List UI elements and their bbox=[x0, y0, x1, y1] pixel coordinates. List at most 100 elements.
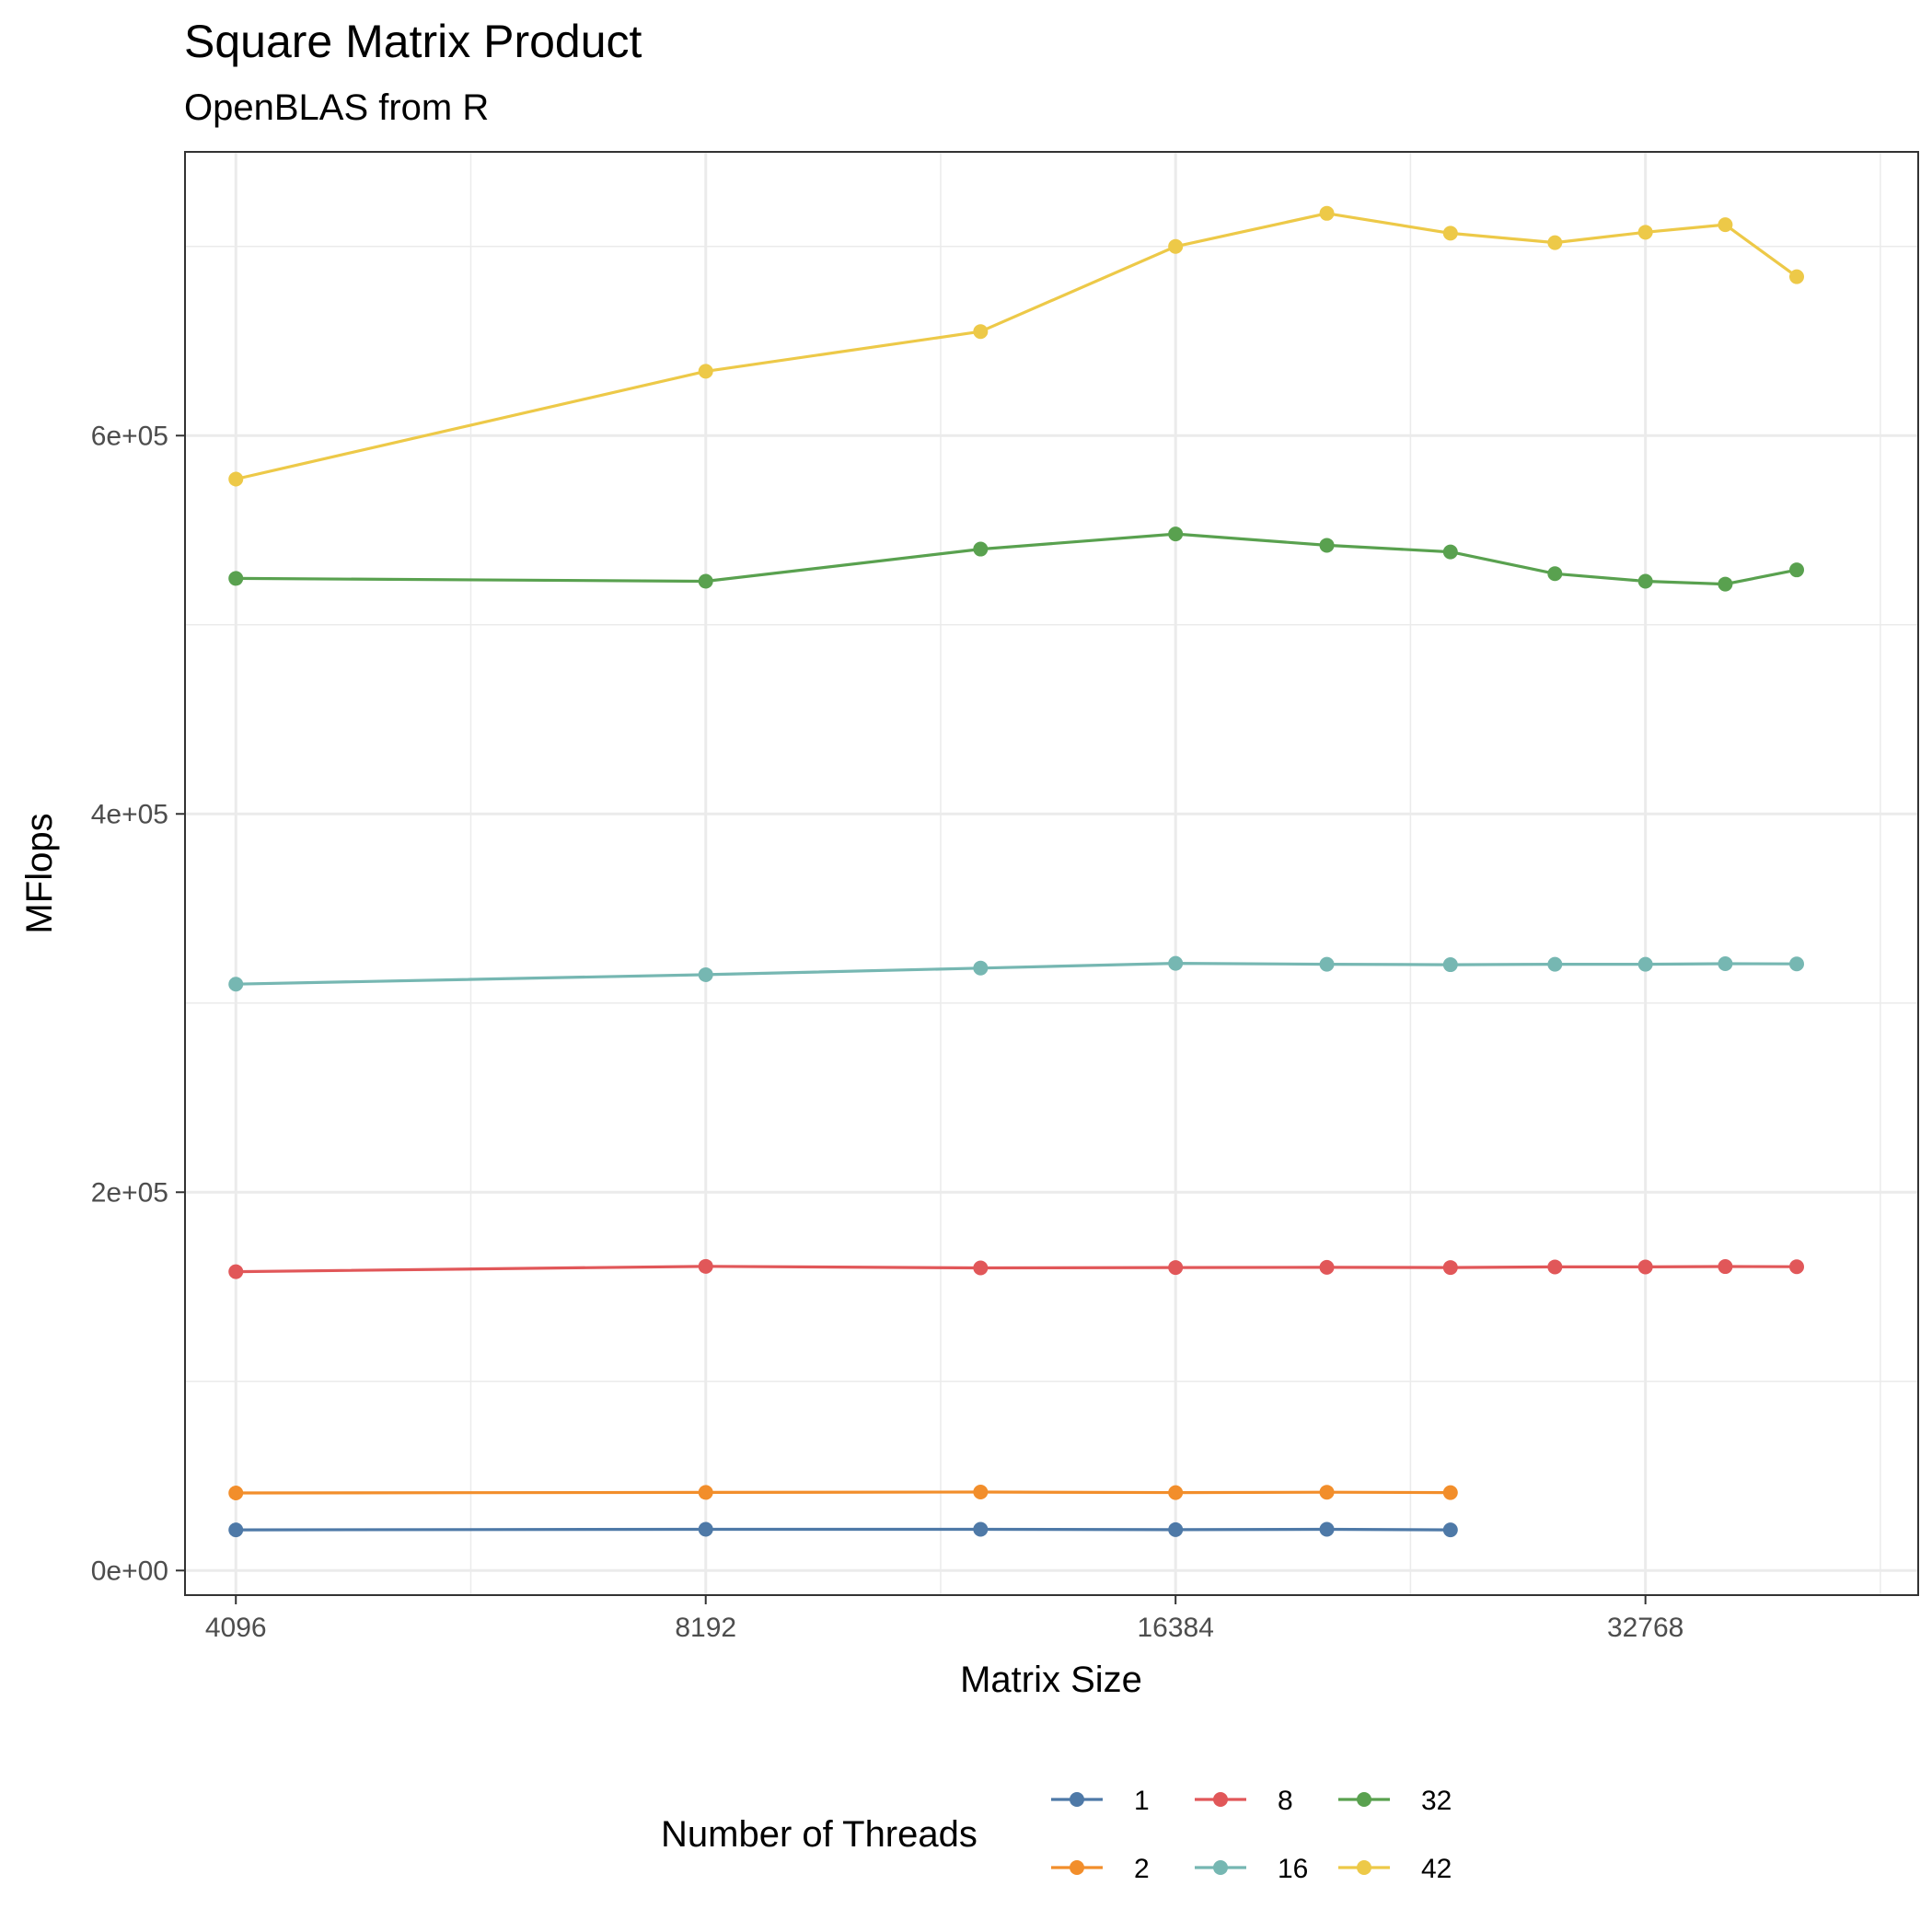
data-point-8 bbox=[973, 1260, 989, 1276]
legend-item-16: 16 bbox=[1195, 1854, 1308, 1884]
data-point-32 bbox=[1789, 562, 1805, 578]
data-point-1 bbox=[973, 1521, 989, 1537]
major-gridlines bbox=[185, 152, 1918, 1595]
series-16 bbox=[228, 955, 1805, 992]
series-line-16 bbox=[236, 961, 1798, 986]
series-8 bbox=[228, 1258, 1805, 1279]
data-point-8 bbox=[1789, 1259, 1805, 1275]
chart-title: Square Matrix Product bbox=[184, 16, 642, 67]
data-point-16 bbox=[228, 977, 244, 992]
legend-label: 32 bbox=[1421, 1786, 1452, 1816]
data-point-8 bbox=[228, 1264, 244, 1279]
data-point-2 bbox=[1442, 1485, 1458, 1500]
data-point-42 bbox=[698, 364, 713, 379]
plot-panel-border bbox=[184, 151, 1919, 1596]
data-point-2 bbox=[1168, 1485, 1184, 1500]
data-point-1 bbox=[228, 1522, 244, 1538]
legend-label: 42 bbox=[1421, 1854, 1452, 1884]
minor-gridlines bbox=[185, 152, 1918, 1595]
data-point-32 bbox=[228, 571, 244, 586]
series-1 bbox=[228, 1521, 1458, 1538]
data-point-1 bbox=[1168, 1521, 1184, 1537]
data-point-8 bbox=[1547, 1259, 1563, 1275]
legend-label: 8 bbox=[1278, 1786, 1293, 1816]
series-42 bbox=[228, 205, 1805, 487]
data-point-1 bbox=[698, 1521, 713, 1537]
data-point-32 bbox=[1168, 526, 1184, 542]
data-point-16 bbox=[1789, 956, 1805, 972]
data-point-32 bbox=[1442, 544, 1458, 560]
data-point-42 bbox=[1789, 269, 1805, 284]
legend: 1 2 8 16 32 42 bbox=[1051, 1786, 1452, 1884]
data-point-16 bbox=[1319, 956, 1335, 972]
legend-item-1: 1 bbox=[1051, 1786, 1150, 1816]
series-line-2 bbox=[236, 1490, 1451, 1495]
data-point-16 bbox=[698, 966, 713, 982]
data-point-1 bbox=[1442, 1522, 1458, 1538]
data-point-8 bbox=[1442, 1260, 1458, 1276]
data-point-16 bbox=[1442, 957, 1458, 973]
data-point-16 bbox=[1168, 955, 1184, 971]
data-point-16 bbox=[1637, 956, 1653, 972]
x-tick-label: 4096 bbox=[205, 1613, 267, 1643]
data-point-32 bbox=[1637, 573, 1653, 589]
data-point-1 bbox=[1319, 1521, 1335, 1537]
data-point-42 bbox=[228, 471, 244, 487]
data-point-42 bbox=[1442, 226, 1458, 241]
data-point-16 bbox=[973, 960, 989, 976]
series-line-8 bbox=[236, 1265, 1798, 1274]
chart-subtitle: OpenBLAS from R bbox=[184, 87, 489, 128]
data-point-8 bbox=[1168, 1260, 1184, 1276]
data-point-32 bbox=[973, 541, 989, 557]
legend-key-point bbox=[1070, 1860, 1084, 1875]
data-point-2 bbox=[1319, 1485, 1335, 1500]
data-point-2 bbox=[698, 1485, 713, 1500]
series-line-42 bbox=[235, 212, 1798, 481]
legend-item-2: 2 bbox=[1051, 1854, 1150, 1884]
legend-item-42: 42 bbox=[1338, 1854, 1452, 1884]
series-line-1 bbox=[236, 1527, 1451, 1532]
y-axis: 0e+00 2e+05 4e+05 6e+05 bbox=[91, 421, 185, 1586]
data-point-16 bbox=[1718, 956, 1733, 972]
series-line-32 bbox=[236, 532, 1798, 586]
data-point-32 bbox=[1718, 576, 1733, 592]
legend-key-point bbox=[1070, 1792, 1084, 1807]
legend-item-8: 8 bbox=[1195, 1786, 1293, 1816]
data-point-32 bbox=[698, 573, 713, 589]
data-point-8 bbox=[698, 1258, 713, 1274]
data-point-8 bbox=[1718, 1259, 1733, 1275]
data-point-42 bbox=[1718, 217, 1733, 233]
data-point-8 bbox=[1637, 1259, 1653, 1275]
legend-key-point bbox=[1213, 1792, 1228, 1807]
data-point-16 bbox=[1547, 956, 1563, 972]
x-tick-label: 8192 bbox=[675, 1613, 736, 1643]
legend-key-point bbox=[1357, 1860, 1371, 1875]
legend-label: 2 bbox=[1134, 1854, 1150, 1884]
data-point-2 bbox=[973, 1485, 989, 1499]
y-axis-title: MFlops bbox=[19, 813, 60, 933]
x-axis: 4096 8192 16384 32768 bbox=[205, 1595, 1683, 1643]
legend-label: 1 bbox=[1134, 1786, 1150, 1816]
x-tick-label: 32768 bbox=[1607, 1613, 1683, 1643]
y-tick-label: 6e+05 bbox=[91, 421, 168, 451]
data-point-42 bbox=[1547, 235, 1563, 250]
legend-key-point bbox=[1213, 1860, 1228, 1875]
data-point-32 bbox=[1319, 538, 1335, 553]
series-2 bbox=[228, 1485, 1458, 1501]
data-point-2 bbox=[228, 1486, 244, 1501]
x-axis-title: Matrix Size bbox=[960, 1660, 1142, 1700]
data-point-42 bbox=[1637, 225, 1653, 240]
data-point-8 bbox=[1319, 1259, 1335, 1275]
y-tick-label: 0e+00 bbox=[91, 1556, 168, 1586]
legend-key-point bbox=[1357, 1792, 1371, 1807]
y-tick-label: 4e+05 bbox=[91, 799, 168, 829]
x-tick-label: 16384 bbox=[1137, 1613, 1213, 1643]
data-point-42 bbox=[1168, 238, 1184, 254]
legend-title: Number of Threads bbox=[661, 1814, 978, 1855]
legend-label: 16 bbox=[1278, 1854, 1308, 1884]
series-32 bbox=[228, 526, 1805, 592]
data-point-42 bbox=[973, 324, 989, 340]
series-layer bbox=[228, 205, 1805, 1538]
